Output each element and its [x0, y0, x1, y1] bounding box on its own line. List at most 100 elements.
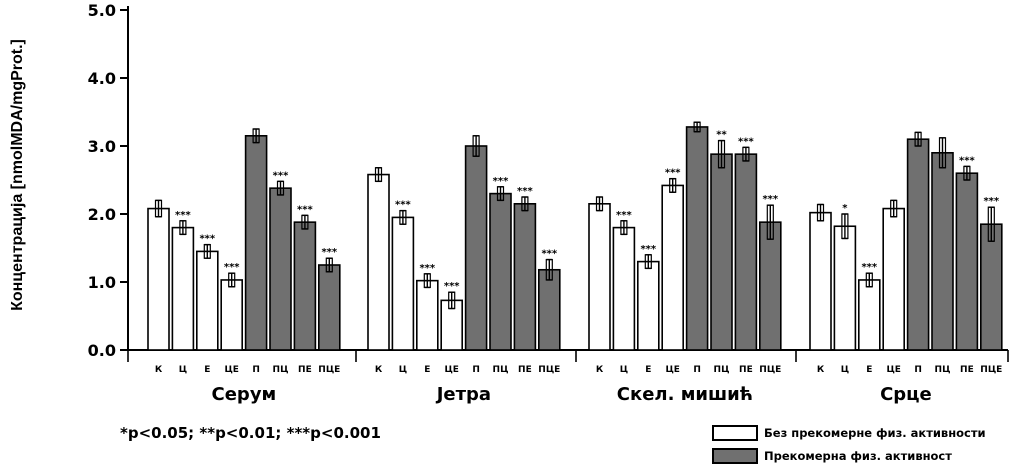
significance-label: ***: [321, 247, 337, 258]
bar: [906, 138, 930, 351]
error-box: [399, 210, 407, 225]
significance-label: ***: [541, 249, 557, 260]
significance-label: ***: [175, 210, 191, 221]
category-label: Ц: [841, 365, 849, 375]
bar: [464, 145, 488, 351]
legend-swatch-with: [712, 448, 758, 464]
significance-label: ***: [273, 170, 289, 181]
significance-label: ***: [861, 262, 877, 273]
error-box: [154, 199, 163, 218]
bar: [317, 264, 341, 351]
bar: [955, 172, 979, 351]
category-label: П: [472, 365, 480, 375]
significance-label: ***: [444, 281, 460, 292]
category-label: ПЦЕ: [980, 365, 1002, 375]
bar: [734, 153, 758, 351]
group-label: Срце: [880, 384, 932, 405]
bar: [857, 279, 881, 351]
category-label: П: [914, 365, 922, 375]
error-box: [276, 180, 285, 196]
legend-item-without: Без прекомерне физ. активности: [712, 423, 986, 443]
category-label: ПЦЕ: [759, 365, 781, 375]
significance-label: ***: [199, 234, 215, 245]
category-label: К: [375, 365, 383, 375]
category-label: Е: [424, 365, 430, 375]
error-box: [179, 220, 187, 236]
category-label: ПЦ: [714, 365, 730, 375]
category-label: ПЕ: [739, 365, 753, 375]
error-box: [301, 214, 309, 230]
bar: [979, 223, 1003, 351]
error-box: [374, 167, 383, 182]
legend-swatch-without: [712, 425, 758, 441]
error-box: [448, 291, 456, 310]
error-box: [766, 204, 774, 240]
group-label: Скел. мишић: [617, 384, 753, 405]
group-label: Јетра: [435, 384, 491, 405]
error-box: [325, 257, 333, 273]
bar: [636, 260, 660, 351]
bar: [758, 221, 782, 351]
error-box: [644, 254, 652, 270]
bar: [931, 152, 954, 351]
error-box: [841, 213, 849, 240]
bar: [685, 126, 709, 351]
significance-label: ***: [738, 136, 754, 147]
bar: [809, 211, 832, 351]
error-box: [496, 186, 505, 202]
category-label: ЦЕ: [665, 365, 680, 375]
category-label: К: [596, 365, 604, 375]
category-label: ПЕ: [960, 365, 974, 375]
group-label: Серум: [212, 384, 277, 405]
category-label: ЦЕ: [444, 365, 459, 375]
y-axis-label: Концентрација [nmolMDA/mgProt.]: [9, 39, 26, 311]
category-label: ПЦ: [935, 365, 951, 375]
error-box: [987, 206, 995, 242]
error-box: [742, 146, 750, 162]
category-label: Ц: [620, 365, 628, 375]
error-box: [252, 128, 260, 144]
category-label: Е: [645, 365, 651, 375]
y-tick-label: 4.0: [88, 69, 116, 88]
bar: [196, 250, 219, 351]
y-tick-label: 5.0: [88, 1, 116, 20]
bar: [171, 226, 195, 351]
significance-label: ***: [665, 168, 681, 179]
error-box: [521, 196, 529, 212]
error-box: [890, 199, 898, 218]
error-box: [717, 139, 726, 169]
bar: [661, 184, 685, 351]
error-box: [423, 273, 431, 289]
significance-label: *: [842, 203, 848, 214]
error-box: [693, 121, 701, 133]
significance-label: ***: [959, 155, 975, 166]
bar: [293, 221, 317, 351]
bar: [489, 192, 512, 351]
significance-label: ***: [224, 262, 240, 273]
error-box: [865, 272, 873, 288]
significance-label: ***: [640, 244, 656, 255]
significance-label: ***: [395, 200, 411, 211]
bar: [882, 207, 906, 351]
category-label: ПЕ: [518, 365, 532, 375]
significance-label: ***: [297, 204, 313, 215]
category-label: ПЦ: [273, 365, 289, 375]
category-label: Е: [204, 365, 210, 375]
category-label: П: [252, 365, 260, 375]
bar: [220, 279, 243, 351]
legend: Без прекомерне физ. активности Прекомерн…: [712, 423, 986, 469]
y-tick-label: 2.0: [88, 205, 116, 224]
y-tick-label: 3.0: [88, 137, 116, 156]
category-label: ЦЕ: [886, 365, 901, 375]
category-label: П: [693, 365, 701, 375]
legend-item-with: Прекомерна физ. активност: [712, 446, 986, 466]
category-label: ПЕ: [298, 365, 312, 375]
significance-label: ***: [983, 196, 999, 207]
bar: [244, 135, 268, 351]
error-box: [669, 178, 677, 193]
bar-chart: 0.0 1.0 2.0 3.0 4.0 5.0 Концентрација [nmolMDA…: [9, 1, 1009, 405]
category-label: К: [817, 365, 825, 375]
bar: [147, 207, 170, 351]
category-label: Е: [866, 365, 872, 375]
error-box: [816, 203, 825, 222]
